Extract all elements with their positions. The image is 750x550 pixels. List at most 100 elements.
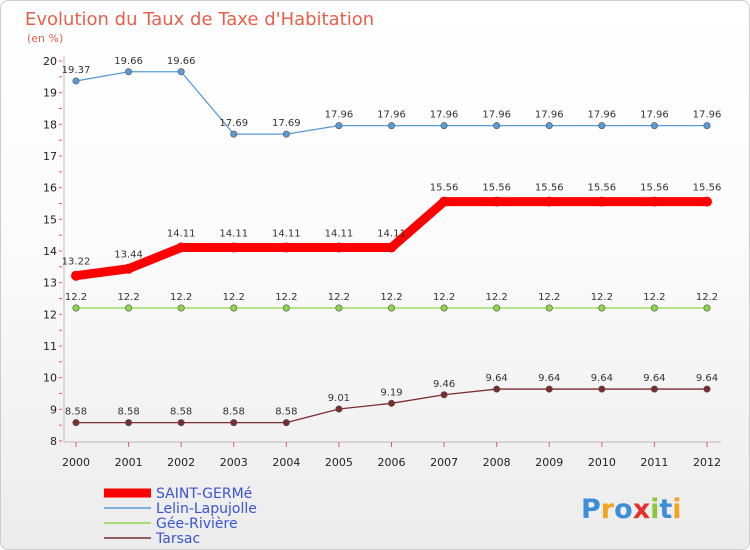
y-tick-label: 14 (43, 245, 57, 258)
data-label: 8.58 (223, 407, 245, 418)
x-tick-label: 2006 (378, 456, 406, 469)
x-tick-label: 2011 (640, 456, 668, 469)
data-label: 14.11 (272, 229, 301, 240)
x-tick-label: 2004 (272, 456, 300, 469)
x-tick-label: 2003 (220, 456, 248, 469)
data-point (282, 130, 290, 138)
y-tick-label: 10 (43, 372, 57, 385)
brand-letter: P (581, 494, 601, 525)
data-label: 13.22 (62, 257, 91, 268)
data-label: 17.96 (535, 110, 564, 121)
data-label: 14.11 (167, 229, 196, 240)
data-point (703, 385, 711, 393)
data-label: 13.44 (114, 250, 143, 261)
data-label: 17.96 (482, 110, 511, 121)
data-point (493, 304, 501, 312)
data-point (177, 419, 185, 427)
chart-subtitle: (en %) (27, 32, 63, 45)
x-tick-label: 2008 (483, 456, 511, 469)
brand-letter: r (601, 494, 615, 525)
brand-letter: i (650, 494, 659, 525)
series-lelin-lapujolle: 19.37 19.66 19.66 17.69 17.69 17.96 17.96 17.96… (62, 56, 722, 138)
data-label: 17.96 (588, 110, 617, 121)
y-tick-label: 11 (43, 340, 57, 353)
data-label: 14.11 (377, 229, 406, 240)
data-label: 12.2 (486, 292, 508, 303)
data-label: 17.69 (272, 118, 301, 129)
data-point (703, 122, 711, 130)
data-label: 12.2 (223, 292, 245, 303)
series-layer: 19.37 19.66 19.66 17.69 17.69 17.96 17.96 17.96… (62, 56, 722, 427)
data-point (596, 196, 607, 207)
data-label: 8.58 (275, 407, 297, 418)
legend-label: Gée-Rivière (156, 516, 238, 532)
data-point (177, 68, 185, 76)
legend-label: Lelin-Lapujolle (156, 501, 257, 517)
data-point (702, 196, 712, 207)
x-tick-label: 2007 (430, 456, 458, 469)
data-label: 9.64 (486, 373, 508, 384)
data-label: 17.96 (693, 110, 722, 121)
data-label: 15.56 (482, 183, 511, 194)
x-tick-label: 2000 (62, 456, 90, 469)
x-tick-label: 2012 (693, 456, 721, 469)
y-tick-label: 9 (50, 403, 57, 416)
data-point (545, 122, 553, 130)
data-point (125, 68, 133, 76)
data-point (545, 304, 553, 312)
data-label: 15.56 (430, 183, 459, 194)
data-point (72, 77, 80, 85)
brand-letter: o (614, 494, 633, 525)
data-point (72, 419, 80, 427)
data-point (387, 122, 395, 130)
data-point (335, 122, 343, 130)
y-tick-label: 18 (43, 118, 57, 131)
data-label: 8.58 (117, 407, 139, 418)
x-tick-label: 2005 (325, 456, 353, 469)
data-label: 12.2 (170, 292, 192, 303)
data-label: 12.2 (643, 292, 665, 303)
brand-letter: i (672, 494, 681, 525)
data-label: 17.96 (640, 110, 669, 121)
data-label: 9.46 (433, 379, 455, 390)
data-point (125, 304, 133, 312)
y-tick-label: 20 (43, 55, 57, 68)
data-point (439, 196, 450, 207)
data-point (440, 122, 448, 130)
data-label: 9.64 (538, 373, 560, 384)
y-tick-label: 17 (43, 150, 57, 163)
data-point (335, 304, 343, 312)
data-label: 9.64 (696, 373, 718, 384)
x-tick-label: 2010 (588, 456, 616, 469)
data-label: 15.56 (693, 183, 722, 194)
data-label: 12.2 (696, 292, 718, 303)
data-point (282, 304, 290, 312)
data-point (491, 196, 502, 207)
data-point (386, 242, 397, 253)
data-point (650, 122, 658, 130)
data-point (228, 242, 239, 253)
data-label: 12.2 (591, 292, 613, 303)
data-label: 19.37 (62, 65, 91, 76)
data-label: 8.58 (170, 407, 192, 418)
data-point (230, 130, 238, 138)
axes: 8 9 10 11 12 13 14 15 16 17 18 19 20 2000 2001 2002 2003… (43, 55, 721, 469)
y-tick-label: 16 (43, 182, 57, 195)
data-label: 12.2 (275, 292, 297, 303)
data-label: 9.19 (380, 387, 402, 398)
data-point (493, 385, 501, 393)
data-label: 15.56 (640, 183, 669, 194)
data-point (545, 385, 553, 393)
data-label: 19.66 (167, 56, 196, 67)
data-point (281, 242, 292, 253)
data-point (125, 419, 133, 427)
data-label: 9.64 (591, 373, 613, 384)
data-point (72, 304, 80, 312)
data-point (387, 399, 395, 407)
data-point (598, 385, 606, 393)
legend: SAINT-GERMéLelin-LapujolleGée-RivièreTar… (104, 486, 257, 547)
legend-label: Tarsac (155, 531, 200, 547)
series-g-e-rivi-re: 12.2 12.2 12.2 12.2 12.2 12.2 12.2 12.2 12.2 12.2… (65, 292, 718, 312)
